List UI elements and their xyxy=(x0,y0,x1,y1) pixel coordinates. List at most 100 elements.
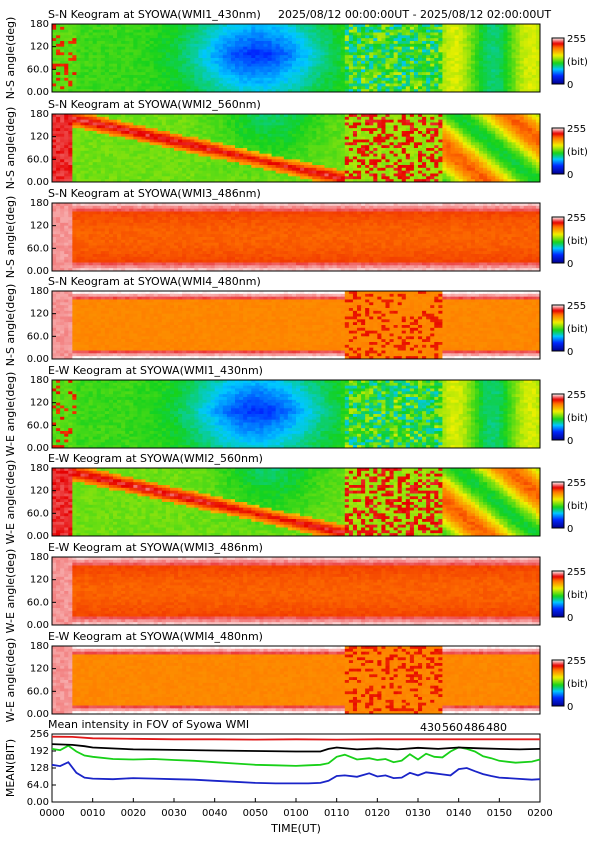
heatmap-cell xyxy=(211,151,216,154)
heatmap-cell xyxy=(353,86,358,89)
heatmap-cell xyxy=(170,44,175,47)
heatmap-cell xyxy=(467,142,472,145)
heatmap-cell xyxy=(105,117,110,120)
heatmap-cell xyxy=(133,125,138,128)
heatmap-cell xyxy=(268,142,273,145)
heatmap-cell xyxy=(292,159,297,162)
heatmap-cell xyxy=(353,78,358,81)
heatmap-cell xyxy=(198,117,203,120)
heatmap-cell xyxy=(528,125,533,128)
heatmap-cell xyxy=(215,117,220,120)
heatmap-cell xyxy=(166,52,171,55)
heatmap-cell xyxy=(85,134,90,137)
heatmap-cell xyxy=(113,125,118,128)
heatmap-cell xyxy=(129,134,134,137)
heatmap-cell xyxy=(247,27,252,30)
heatmap-cell xyxy=(390,78,395,81)
heatmap-cell xyxy=(263,151,268,154)
heatmap-cell xyxy=(190,27,195,30)
heatmap-cell xyxy=(215,61,220,64)
heatmap-cell xyxy=(455,134,460,137)
heatmap-cell xyxy=(97,61,102,64)
heatmap-cell xyxy=(292,125,297,128)
heatmap-cell xyxy=(345,159,350,162)
heatmap-cell xyxy=(202,151,207,154)
heatmap-cell xyxy=(418,61,423,64)
heatmap-cell xyxy=(491,44,496,47)
heatmap-cell xyxy=(516,27,521,30)
heatmap-cell xyxy=(223,61,228,64)
heatmap-cell xyxy=(162,78,167,81)
heatmap-cell xyxy=(93,86,98,89)
heatmap-cell xyxy=(503,44,508,47)
heatmap-cell xyxy=(471,52,476,55)
heatmap-cell xyxy=(146,35,151,38)
heatmap-cell xyxy=(353,52,358,55)
heatmap-cell xyxy=(231,78,236,81)
heatmap-cell xyxy=(467,44,472,47)
heatmap-cell xyxy=(516,159,521,162)
heatmap-cell xyxy=(141,134,146,137)
heatmap-cell xyxy=(231,125,236,128)
heatmap-cell xyxy=(170,151,175,154)
heatmap-cell xyxy=(174,142,179,145)
heatmap-cell xyxy=(80,142,85,145)
heatmap-cell xyxy=(499,125,504,128)
heatmap-cell xyxy=(528,117,533,120)
heatmap-cell xyxy=(137,151,142,154)
heatmap-cell xyxy=(308,78,313,81)
heatmap-cell xyxy=(365,27,370,30)
heatmap-cell xyxy=(211,35,216,38)
heatmap-cell xyxy=(487,52,492,55)
heatmap-cell xyxy=(414,142,419,145)
heatmap-cell xyxy=(483,52,488,55)
heatmap-cell xyxy=(97,35,102,38)
heatmap-cell xyxy=(223,44,228,47)
heatmap-cell xyxy=(117,69,122,72)
heatmap-cell xyxy=(471,69,476,72)
heatmap-cell xyxy=(231,44,236,47)
heatmap-cell xyxy=(434,125,439,128)
heatmap-cell xyxy=(300,69,305,72)
heatmap-cell xyxy=(422,134,427,137)
heatmap-cell xyxy=(406,44,411,47)
heatmap-cell xyxy=(329,61,334,64)
heatmap-cell xyxy=(373,117,378,120)
heatmap-cell xyxy=(137,69,142,72)
heatmap-cell xyxy=(361,52,366,55)
heatmap-cell xyxy=(349,86,354,89)
heatmap-cell xyxy=(251,117,256,120)
heatmap-cell xyxy=(247,159,252,162)
heatmap-cell xyxy=(455,27,460,30)
heatmap-cell xyxy=(52,35,57,38)
heatmap-cell xyxy=(109,142,114,145)
heatmap-cell xyxy=(186,61,191,64)
heatmap-cell xyxy=(272,27,277,30)
heatmap-cell xyxy=(64,78,69,81)
heatmap-cell xyxy=(133,27,138,30)
heatmap-cell xyxy=(418,125,423,128)
heatmap-cell xyxy=(76,78,81,81)
heatmap-cell xyxy=(491,125,496,128)
heatmap-cell xyxy=(276,117,281,120)
heatmap-cell xyxy=(345,27,350,30)
heatmap-cell xyxy=(97,86,102,89)
heatmap-cell xyxy=(117,159,122,162)
heatmap-cell xyxy=(503,35,508,38)
heatmap-cell xyxy=(381,86,386,89)
heatmap-cell xyxy=(174,69,179,72)
heatmap-cell xyxy=(499,86,504,89)
heatmap-cell xyxy=(141,86,146,89)
heatmap-cell xyxy=(402,142,407,145)
heatmap-cell xyxy=(154,151,159,154)
heatmap-cell xyxy=(390,27,395,30)
heatmap-cell xyxy=(121,159,126,162)
heatmap-cell xyxy=(243,78,248,81)
heatmap-cell xyxy=(520,44,525,47)
heatmap-cell xyxy=(357,151,362,154)
heatmap-cell xyxy=(105,78,110,81)
heatmap-cell xyxy=(385,61,390,64)
heatmap-cell xyxy=(300,86,305,89)
heatmap-cell xyxy=(463,134,468,137)
heatmap-cell xyxy=(255,125,260,128)
